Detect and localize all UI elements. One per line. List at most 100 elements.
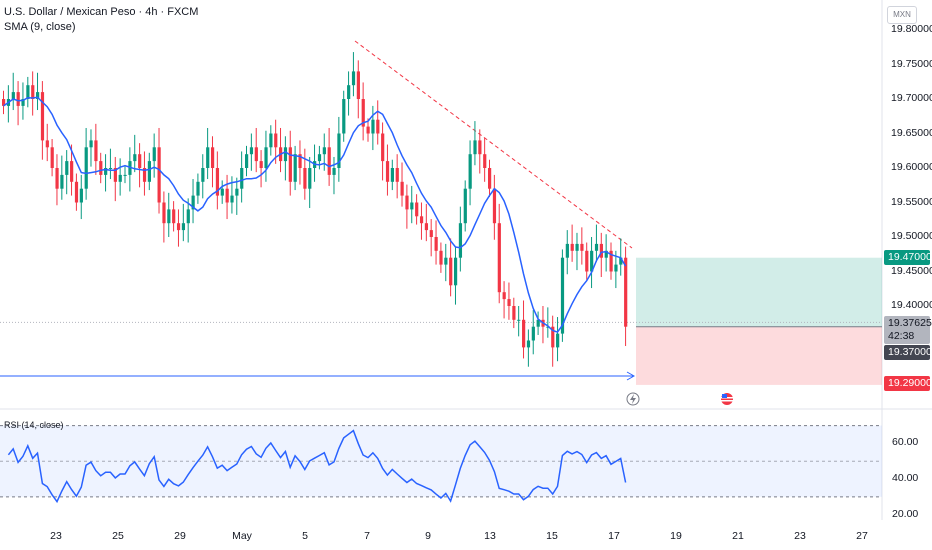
candle-body	[483, 154, 487, 168]
time-axis-label: 9	[425, 530, 431, 542]
candle-body	[327, 147, 331, 175]
candle-body	[181, 223, 186, 231]
candle-body	[444, 257, 448, 265]
price-axis-label: 19.65000	[891, 126, 932, 139]
time-axis-label: 23	[50, 530, 62, 542]
candle-body	[317, 154, 322, 162]
candle-body	[410, 202, 414, 210]
candle-body	[332, 168, 336, 175]
candle-body	[11, 92, 15, 99]
candle-body	[264, 147, 268, 168]
candle-body	[536, 319, 540, 327]
candle-body	[624, 257, 628, 327]
candle-body	[186, 209, 190, 224]
candle-body	[424, 223, 429, 231]
candle-body	[502, 292, 506, 300]
candle-body	[337, 133, 341, 168]
candle-body	[429, 230, 433, 237]
candle-body	[201, 168, 205, 182]
candle-body	[220, 188, 224, 196]
candle-body	[366, 126, 370, 134]
rsi-line	[7, 429, 627, 504]
price-axis-label: 19.70000	[891, 92, 932, 104]
candle-body	[619, 257, 623, 265]
candle-body	[245, 154, 249, 168]
candle-body	[395, 168, 399, 182]
candle-body	[89, 140, 93, 148]
candle-body	[526, 340, 531, 348]
candle-body	[419, 216, 424, 224]
candle-body	[492, 188, 497, 224]
candle-body	[478, 140, 482, 155]
candle-body	[191, 195, 195, 210]
candle-body	[517, 319, 521, 321]
price-axis-label: 19.60000	[891, 161, 932, 173]
candle-body	[288, 147, 292, 182]
candle-body	[560, 257, 565, 334]
candle-body	[94, 140, 98, 162]
candle-body	[235, 188, 239, 196]
candle-body	[507, 299, 511, 306]
support-ray-arrow	[626, 371, 636, 381]
candle-body	[381, 133, 385, 162]
candle-body	[522, 319, 526, 348]
candle-body	[361, 99, 365, 127]
candle-body	[259, 161, 263, 168]
candle-body	[347, 85, 351, 99]
price-axis-label: 19.75000	[891, 57, 932, 70]
candle-body	[269, 133, 273, 148]
candle-body	[215, 168, 220, 196]
candle-body	[473, 140, 477, 155]
loss-zone	[636, 326, 882, 385]
candle-body	[162, 202, 166, 224]
candle-body	[70, 161, 74, 182]
current-price-tag: 19.37625 42:38	[884, 316, 932, 344]
candle-body	[40, 92, 45, 141]
candle-body	[2, 99, 6, 106]
candle-body	[531, 326, 535, 341]
candle-body	[113, 168, 117, 182]
candle-body	[556, 333, 560, 348]
time-axis-label: 17	[608, 530, 620, 542]
candle-body	[16, 92, 20, 106]
bar-countdown: 42:38	[888, 330, 915, 342]
candle-body	[322, 147, 326, 155]
candle-body	[590, 250, 594, 272]
sma-indicator-label[interactable]: SMA (9, close)	[4, 21, 76, 33]
stop-price-tag: 19.29000	[884, 376, 932, 391]
price-axis-label: 19.40000	[891, 299, 932, 311]
time-axis-label: May	[232, 530, 252, 542]
candle-body	[497, 223, 501, 293]
candle-body	[36, 92, 40, 99]
time-axis-label: 7	[364, 530, 370, 542]
rsi-axis-label: 40.00	[892, 472, 919, 485]
candle-body	[585, 250, 589, 272]
candle-body	[303, 168, 307, 189]
candle-body	[293, 154, 297, 182]
time-axis-label: 19	[670, 530, 682, 542]
candle-body	[45, 140, 49, 148]
symbol-title[interactable]: U.S. Dollar / Mexican Peso · 4h · FXCM	[4, 6, 199, 18]
candle-body	[342, 99, 346, 134]
candle-body	[351, 71, 356, 86]
candle-body	[390, 168, 394, 182]
us-flag-icon	[721, 400, 733, 402]
candle-body	[274, 133, 278, 148]
time-axis-label: 13	[484, 530, 496, 542]
candle-body	[254, 147, 258, 162]
candle-body	[147, 161, 151, 182]
candle-body	[176, 223, 181, 231]
candle-body	[458, 223, 463, 258]
candle-body	[385, 161, 390, 182]
candle-body	[599, 243, 603, 258]
price-axis-label: 19.80000	[891, 23, 932, 35]
candle-body	[31, 85, 35, 99]
candle-body	[152, 147, 156, 162]
candle-body	[308, 168, 312, 189]
candle-body	[74, 181, 79, 203]
rsi-indicator-label[interactable]: RSI (14, close)	[4, 420, 64, 430]
price-axis-label: 19.55000	[891, 195, 932, 208]
candle-body	[283, 147, 288, 162]
candle-body	[449, 257, 453, 286]
